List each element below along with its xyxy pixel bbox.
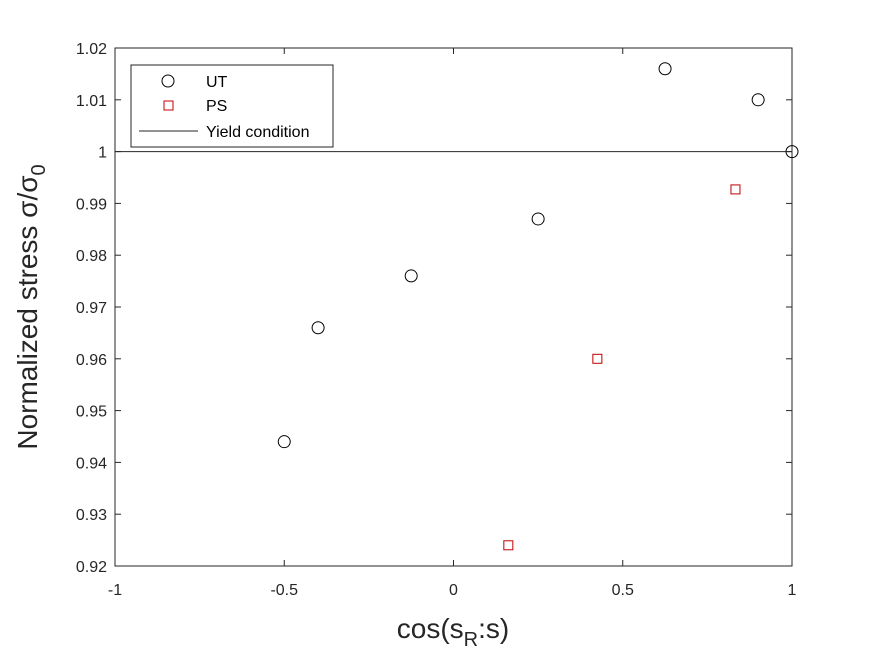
y-tick-label: 0.97 — [76, 300, 107, 317]
ut-data-point — [404, 269, 418, 283]
y-axis-label: Normalized stress σ/σ0 — [12, 164, 50, 449]
ut-data-point — [658, 62, 672, 76]
legend-ut-marker — [161, 74, 175, 88]
y-tick-label: 1.01 — [76, 93, 107, 110]
y-tick-label: 0.98 — [76, 248, 107, 265]
ut-data-point — [311, 321, 325, 335]
y-tick-label: 0.96 — [76, 352, 107, 369]
ps-data-point — [592, 353, 603, 364]
legend-yield-label: Yield condition — [206, 124, 309, 141]
x-axis-label-subscript: R — [464, 629, 478, 651]
ps-data-point — [503, 540, 514, 551]
series-layer — [115, 62, 799, 551]
ut-data-point — [751, 93, 765, 107]
ps-data-point — [730, 184, 741, 195]
y-tick-label: 0.99 — [76, 196, 107, 213]
legend-ut-label: UT — [206, 74, 228, 91]
y-tick-label: 0.92 — [76, 559, 107, 576]
y-tick-label: 0.95 — [76, 404, 107, 421]
y-tick-label: 0.94 — [76, 455, 107, 472]
x-tick-label: -0.5 — [270, 582, 298, 599]
axis-ticks: -1 -0.5 0 0.5 1 0.92 0.93 0.94 0.95 0.96 0.97 0.98 0… — [76, 41, 797, 599]
x-tick-label: 0.5 — [612, 582, 634, 599]
x-tick-label: 1 — [788, 582, 797, 599]
legend-ps-marker — [163, 100, 174, 111]
ut-data-point — [531, 212, 545, 226]
x-axis-label: cos(sR:s) — [397, 613, 509, 651]
y-axis-label-subscript: 0 — [28, 164, 50, 175]
legend-ps-label: PS — [206, 98, 227, 115]
x-tick-label: 0 — [449, 582, 458, 599]
y-tick-label: 0.93 — [76, 507, 107, 524]
ut-data-point — [277, 435, 291, 449]
y-tick-label: 1.02 — [76, 41, 107, 58]
x-tick-label: -1 — [108, 582, 122, 599]
y-tick-label: 1 — [98, 145, 107, 162]
legend-box — [130, 64, 334, 148]
legend: UT PS Yield condition — [130, 64, 334, 148]
